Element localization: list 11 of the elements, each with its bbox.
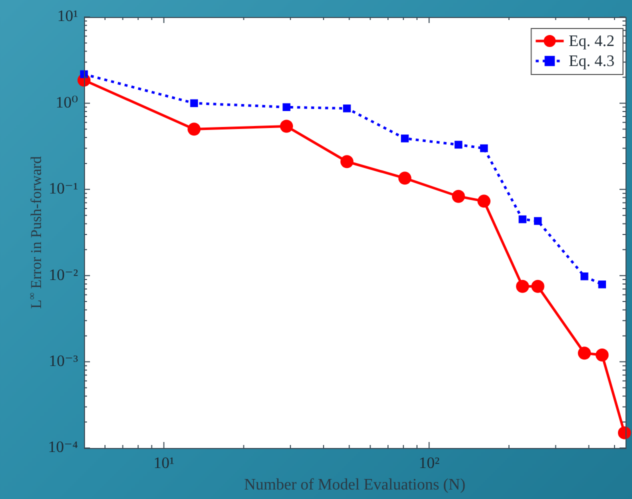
y-tick-label: 10⁻⁴	[48, 439, 78, 456]
legend-label: Eq. 4.3	[568, 53, 615, 70]
x-axis-title: Number of Model Evaluations (N)	[244, 476, 466, 494]
x-tick-label: 10²	[418, 454, 440, 472]
y-tick-label: 10⁻¹	[48, 180, 78, 198]
legend-label: Eq. 4.2	[568, 33, 615, 50]
y-axis-title: L∞ Error in Push-forward	[27, 156, 45, 309]
y-tick-label: 10¹	[57, 8, 78, 26]
y-tick-label: 10⁰	[56, 94, 78, 112]
y-tick-label: 10⁻³	[48, 353, 78, 370]
y-tick-label: 10⁻²	[48, 266, 78, 284]
